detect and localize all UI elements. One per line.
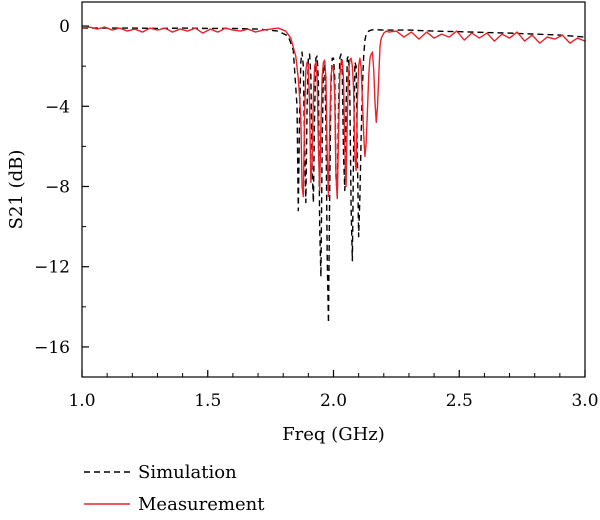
x-tick-label: 3.0 [571,391,598,411]
plot-frame [81,1,586,378]
x-tick-label: 2.0 [320,391,347,411]
series-line-simulation [82,27,585,324]
x-tick-label: 2.5 [446,391,473,411]
series-line-measurement [82,26,585,200]
y-tick-label: −8 [45,177,70,197]
y-tick-label: 0 [59,17,70,37]
plot-series [82,26,585,324]
axis-tick-labels: 1.0 1.5 2.0 2.5 3.0 0 −4 −8 −12 −16 [34,17,598,411]
y-tick-label: −12 [34,258,70,278]
legend-label-measurement: Measurement [138,494,265,515]
x-axis-title: Freq (GHz) [282,424,385,445]
legend: Simulation Measurement [84,462,265,515]
x-tick-label: 1.0 [68,391,95,411]
legend-label-simulation: Simulation [138,462,237,483]
x-tick-label: 1.5 [194,391,221,411]
y-tick-label: −16 [34,338,70,358]
axis-ticks [81,25,586,377]
y-axis-title: S21 (dB) [6,150,27,230]
y-tick-label: −4 [45,97,70,117]
